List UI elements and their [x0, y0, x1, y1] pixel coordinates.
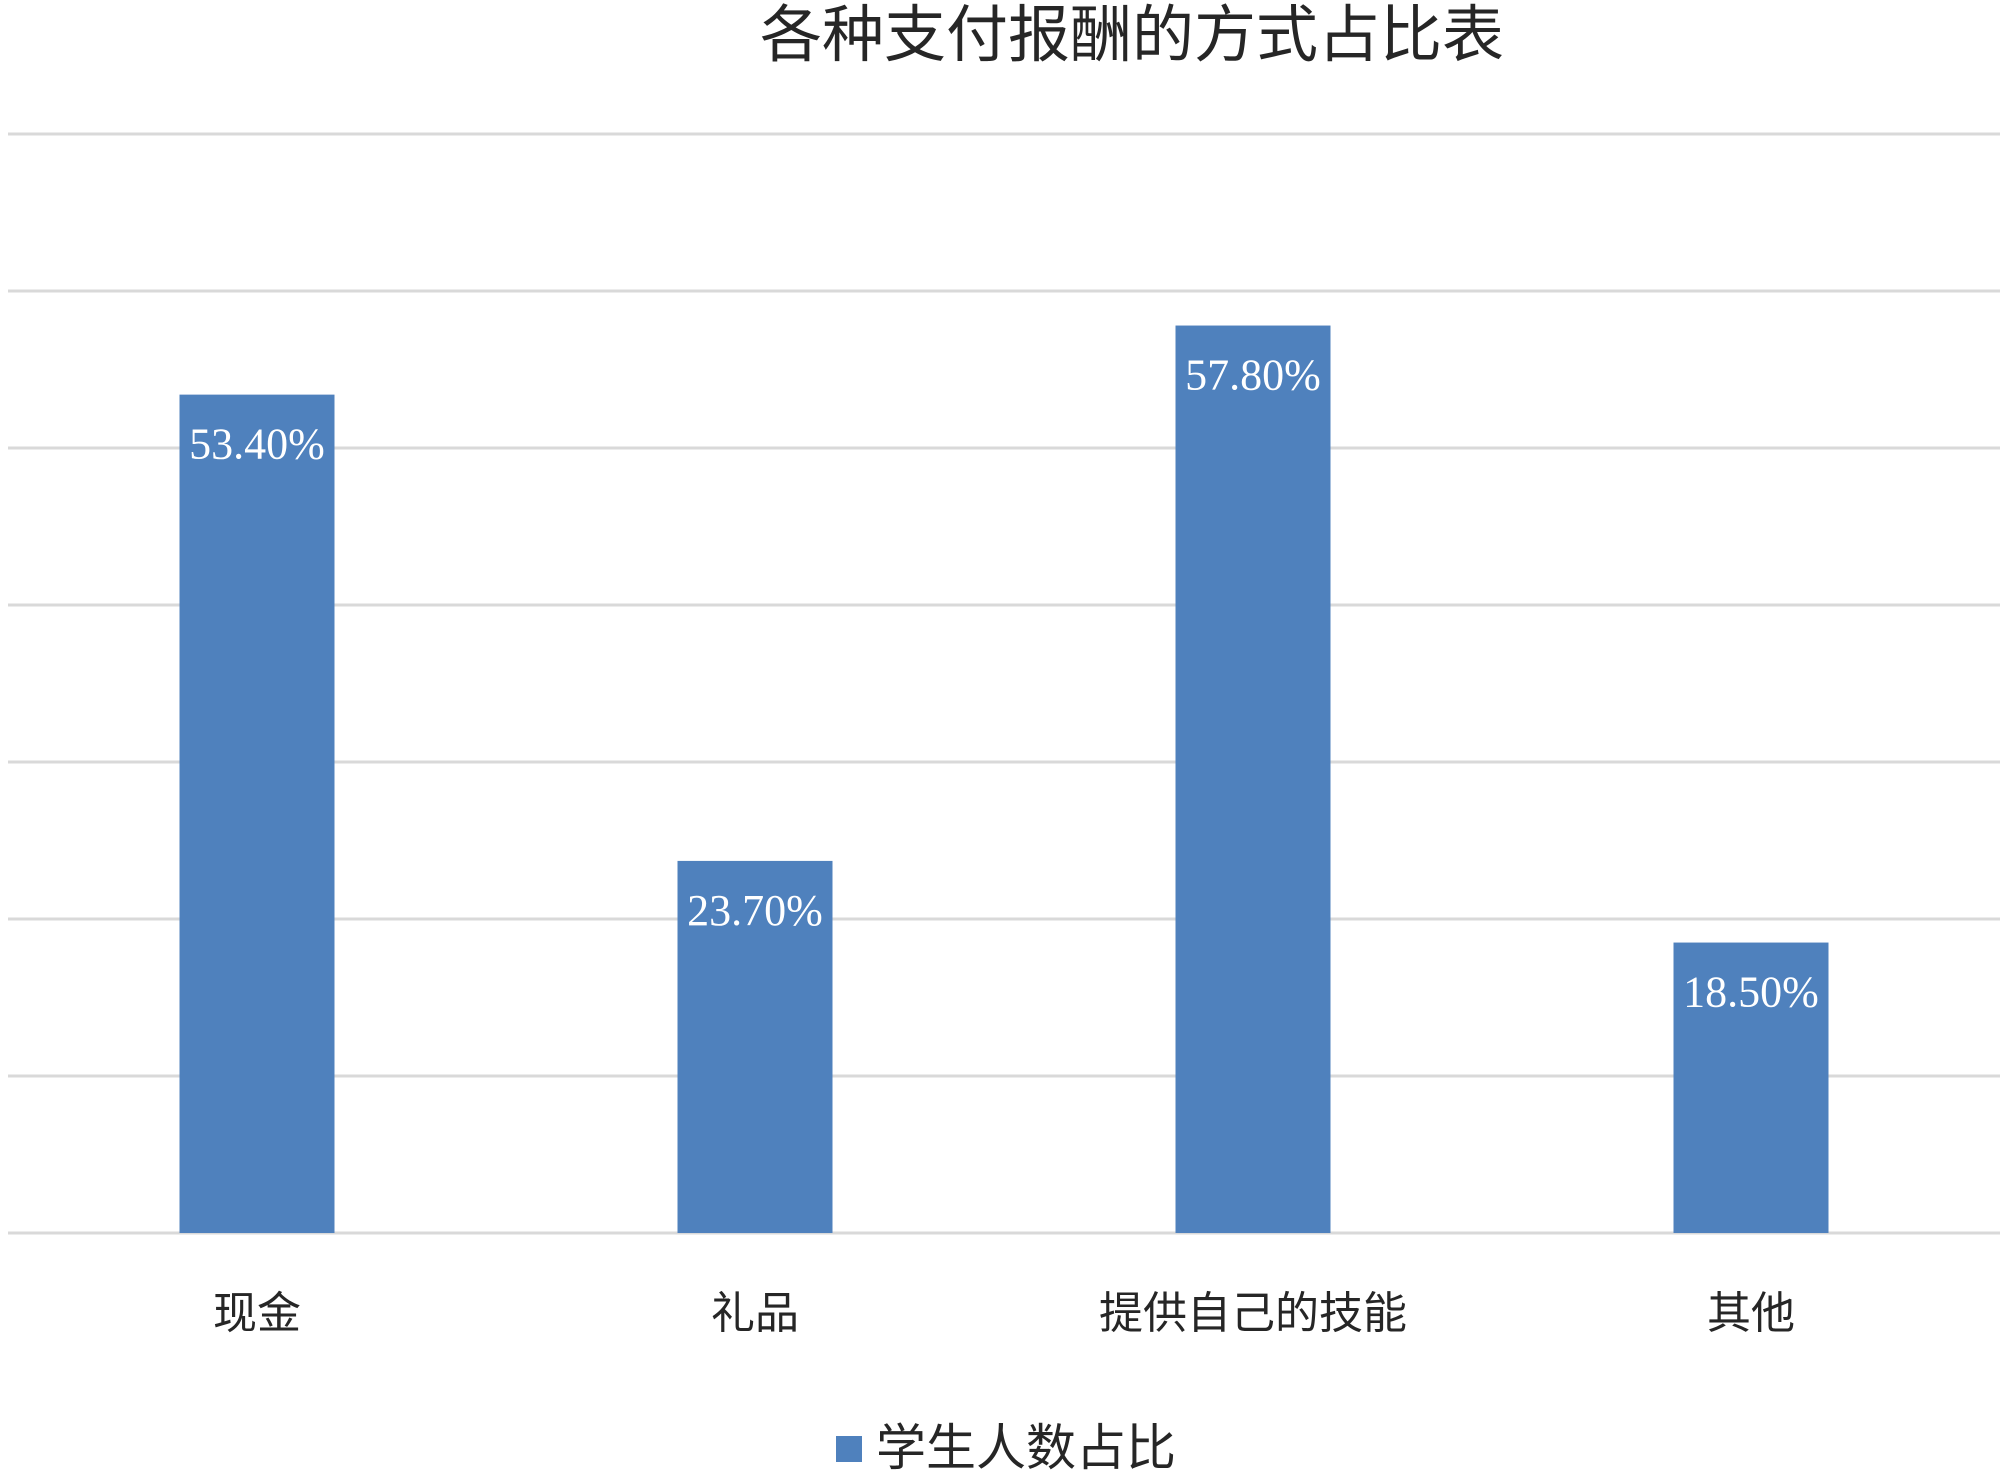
bar — [1673, 942, 1829, 1233]
category-label: 提供自己的技能 — [1099, 1288, 1407, 1339]
legend-swatch — [836, 1436, 862, 1462]
data-label: 53.40% — [189, 420, 325, 469]
data-label: 18.50% — [1683, 968, 1819, 1017]
bar-series — [179, 325, 1829, 1233]
bar — [677, 860, 833, 1233]
category-axis: 现金 礼品 提供自己的技能 其他 — [213, 1288, 1795, 1339]
chart-title: 各种支付报酬的方式占比表 — [760, 0, 1504, 71]
bar — [1175, 325, 1331, 1233]
category-label: 礼品 — [711, 1288, 799, 1339]
legend: 学生人数占比 — [836, 1419, 1176, 1472]
legend-label: 学生人数占比 — [876, 1419, 1176, 1472]
data-label: 57.80% — [1185, 351, 1321, 400]
category-label: 现金 — [213, 1288, 301, 1339]
data-labels: 53.40% 23.70% 57.80% 18.50% — [189, 351, 1819, 1017]
gridlines — [8, 132, 2000, 1235]
category-label: 其他 — [1707, 1288, 1795, 1339]
data-label: 23.70% — [687, 886, 823, 935]
bar — [179, 394, 335, 1233]
